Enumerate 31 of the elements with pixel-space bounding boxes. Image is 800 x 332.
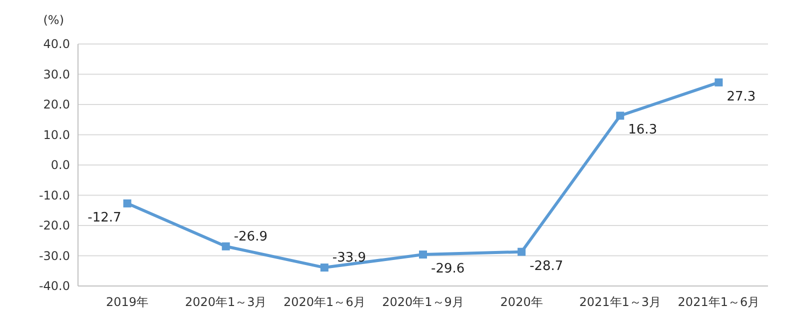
data-label: -33.9: [332, 250, 366, 266]
y-tick-label: -20.0: [38, 218, 70, 232]
y-tick-label: 30.0: [43, 67, 70, 82]
point: [123, 199, 132, 208]
data-label: 27.3: [726, 89, 756, 104]
point: [616, 112, 624, 120]
x-tick-label: 2021年1～6月: [678, 295, 760, 309]
point: [320, 264, 328, 272]
y-tick-label: 10.0: [43, 128, 70, 142]
point: [518, 248, 526, 256]
x-tick-label: 2020年1～9月: [382, 295, 464, 309]
data-label: -28.7: [530, 258, 564, 274]
x-tick-label: 2020年: [500, 295, 543, 309]
point: [714, 78, 723, 86]
y-axis-title: (%): [43, 13, 64, 27]
data-label: -26.9: [234, 229, 268, 244]
point: [222, 242, 230, 250]
data-label: -12.7: [88, 210, 122, 226]
point: [419, 250, 427, 259]
y-tick-label: -10.0: [38, 188, 70, 202]
y-tick-label: 20.0: [43, 98, 70, 112]
data-label: 16.3: [628, 122, 658, 138]
x-tick-label: 2021年1～3月: [579, 295, 662, 309]
data-label: -29.6: [431, 262, 465, 277]
y-tick-label: -40.0: [38, 279, 70, 293]
y-tick-label: 0.0: [50, 158, 70, 172]
y-tick-label: 40.0: [43, 37, 70, 51]
x-tick-label: 2020年1～6月: [284, 295, 366, 309]
x-tick-label: 2019年: [106, 295, 149, 309]
y-tick-label: -30.0: [38, 248, 70, 263]
x-tick-label: 2020年1～3月: [184, 295, 267, 309]
